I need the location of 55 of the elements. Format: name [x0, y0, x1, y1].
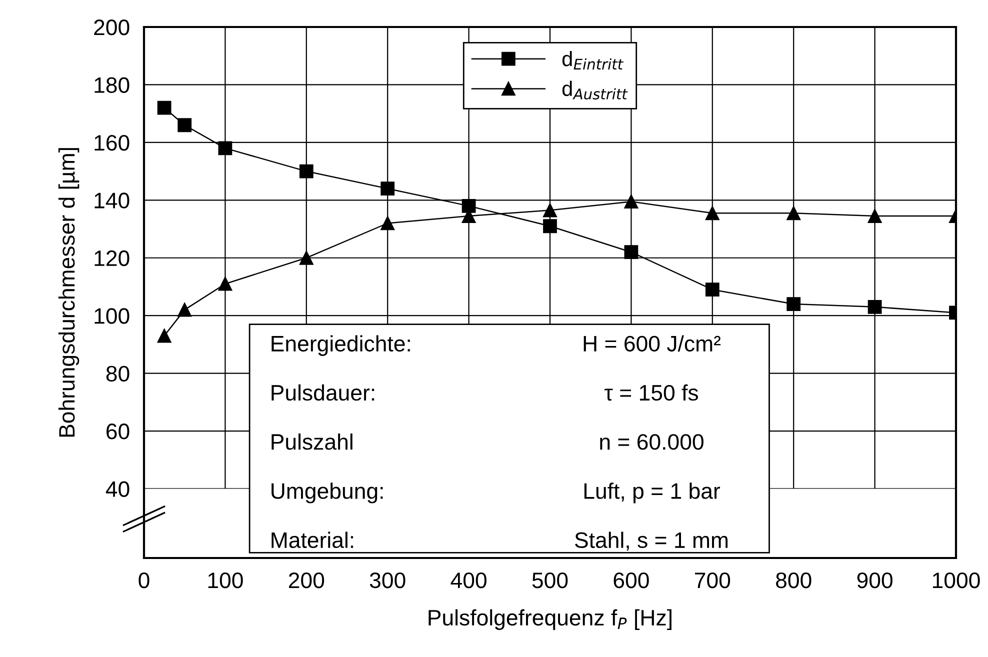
annotation: Umgebung:: [272, 482, 383, 504]
annotation: Pulsdauer:: [272, 384, 374, 401]
annotation: n = 60.000: [600, 434, 704, 450]
x-tick-label: 500: [532, 572, 568, 588]
point: [786, 206, 801, 220]
point: [218, 276, 232, 291]
point: [178, 118, 192, 132]
x-tick-label: 1000: [932, 572, 980, 588]
y-tick-label: 120: [94, 250, 130, 266]
point: [543, 219, 557, 234]
y-tick-label: 180: [94, 77, 130, 93]
y-tick-label: 140: [94, 192, 130, 208]
y-tick-label: 40: [106, 481, 130, 498]
point: [624, 194, 638, 209]
annotation: Material:: [272, 532, 354, 548]
y-tick-label: 60: [106, 424, 130, 440]
point: [868, 209, 882, 223]
point: [299, 250, 314, 265]
x-tick-label: 200: [288, 572, 324, 588]
point: [380, 182, 395, 196]
y-tick-label: 160: [94, 134, 130, 151]
annotation: τ = 150 fs: [604, 384, 698, 401]
annotation: Pulszahl: [272, 433, 352, 450]
point: [624, 245, 638, 260]
point: [178, 302, 192, 317]
point: [786, 297, 801, 311]
point: [157, 100, 172, 115]
point: [218, 141, 232, 156]
y-tick-label: 100: [94, 308, 130, 324]
legend-label: d$_{Eintritt}$: [562, 50, 624, 70]
point: [462, 198, 476, 213]
point: [299, 164, 314, 178]
point: [705, 206, 720, 220]
x-tick-label: 600: [614, 572, 649, 588]
annotation: Stahl, s = 1 mm: [575, 532, 728, 551]
annotation: H = 600 J/cm²: [584, 335, 721, 352]
x-tick-label: 0: [138, 572, 150, 588]
x-tick-label: 300: [370, 572, 406, 588]
y-axis-title: Bohrungsdurchmesser d [µm]: [58, 148, 80, 437]
legend-label: d$_{Austritt}$: [562, 80, 628, 100]
x-tick-label: 400: [450, 572, 486, 588]
point: [705, 282, 720, 297]
x-tick-label: 800: [776, 572, 812, 588]
point: [157, 328, 172, 343]
x-axis-title: Pulsfolgefrequenz f$_{P}$ [Hz]: [428, 609, 672, 630]
x-tick-label: 100: [208, 572, 243, 588]
annotation: Luft, p = 1 bar: [584, 482, 720, 504]
y-tick-label: 80: [106, 366, 130, 382]
x-tick-label: 900: [857, 572, 892, 588]
x-tick-label: 700: [695, 572, 730, 588]
y-tick-label: 200: [94, 20, 130, 36]
annotation: Energiedichte:: [272, 335, 410, 356]
point: [868, 300, 882, 314]
point: [380, 216, 395, 230]
point: [543, 203, 557, 218]
